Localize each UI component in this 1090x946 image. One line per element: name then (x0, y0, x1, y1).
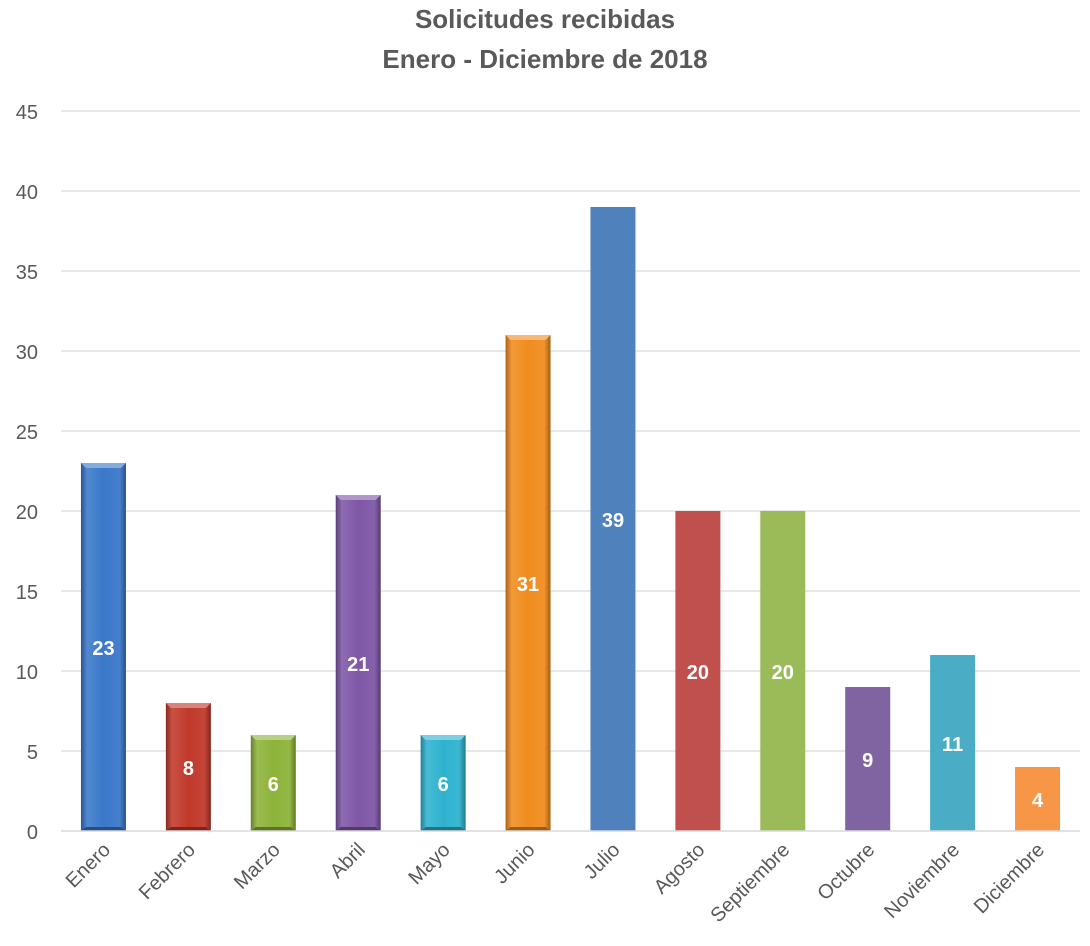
bar-bevel-top (250, 735, 296, 740)
data-label: 31 (517, 574, 539, 596)
data-label: 23 (92, 638, 114, 660)
bar-marzo (250, 735, 296, 831)
data-label: 11 (942, 734, 963, 756)
gridlines (61, 110, 1080, 752)
bar-bevel-bottom (420, 827, 466, 831)
y-tick-label: 15 (16, 582, 38, 604)
y-tick-label: 25 (16, 422, 38, 444)
data-labels: 23 8 6 21 6 31 39 20 20 9 11 4 (92, 510, 1044, 812)
bar-bevel-top (505, 335, 551, 340)
data-label: 39 (602, 510, 624, 532)
bar-bevel-bottom (335, 827, 381, 831)
bar-enero (80, 463, 126, 831)
bar-octubre (845, 687, 891, 831)
x-tick-label: Septiembre (706, 839, 794, 927)
bar-bevel-top (335, 495, 381, 500)
data-label: 8 (183, 758, 194, 780)
y-tick-label: 5 (27, 742, 38, 764)
bar-febrero (165, 703, 211, 831)
x-tick-label: Mayo (405, 839, 455, 889)
data-label: 6 (268, 774, 279, 796)
bar-bevel-bottom (250, 827, 296, 831)
y-tick-label: 45 (16, 102, 38, 124)
chart-title: Solicitudes recibidas (414, 4, 676, 34)
y-tick-label: 35 (16, 262, 38, 284)
data-label: 21 (347, 654, 369, 676)
x-tick-label: Marzo (230, 839, 285, 894)
y-tick-label: 40 (16, 182, 38, 204)
y-tick-label: 10 (16, 662, 38, 684)
chart-subtitle: Enero - Diciembre de 2018 (382, 44, 708, 74)
bar-junio (505, 335, 551, 831)
x-axis-tick-labels: Enero Febrero Marzo Abril Mayo Junio Julio Agos… (62, 839, 1049, 927)
y-tick-label: 20 (16, 502, 38, 524)
data-label: 9 (862, 750, 873, 772)
bars (80, 207, 1061, 831)
bar-bevel-top (420, 735, 466, 740)
bar-agosto (675, 511, 721, 831)
bar-noviembre (930, 655, 976, 831)
data-label: 20 (772, 662, 794, 684)
bar-bevel-bottom (80, 827, 126, 831)
x-tick-label: Julio (580, 839, 625, 884)
y-axis-tick-labels: 0 5 10 15 20 25 30 35 40 45 (16, 102, 38, 844)
bar-bevel-bottom (165, 827, 211, 831)
x-tick-label: Junio (490, 839, 539, 888)
bar-septiembre (760, 511, 806, 831)
bar-bevel-top (165, 703, 211, 708)
x-tick-label: Noviembre (880, 839, 964, 923)
x-tick-label: Diciembre (970, 839, 1049, 918)
bar-bevel-top (80, 463, 126, 468)
y-tick-label: 30 (16, 342, 38, 364)
x-tick-label: Abril (326, 839, 370, 883)
x-tick-label: Febrero (135, 839, 200, 904)
data-label: 4 (1032, 790, 1044, 812)
bar-julio (590, 207, 636, 831)
bar-bevel-bottom (505, 827, 551, 831)
y-tick-label: 0 (27, 822, 38, 844)
x-tick-label: Enero (62, 839, 115, 892)
bar-abril (335, 495, 381, 831)
data-label: 20 (687, 662, 709, 684)
bar-diciembre (1015, 767, 1061, 831)
data-label: 6 (438, 774, 449, 796)
bar-mayo (420, 735, 466, 831)
x-tick-label: Agosto (650, 839, 710, 899)
x-tick-label: Octubre (813, 839, 879, 905)
